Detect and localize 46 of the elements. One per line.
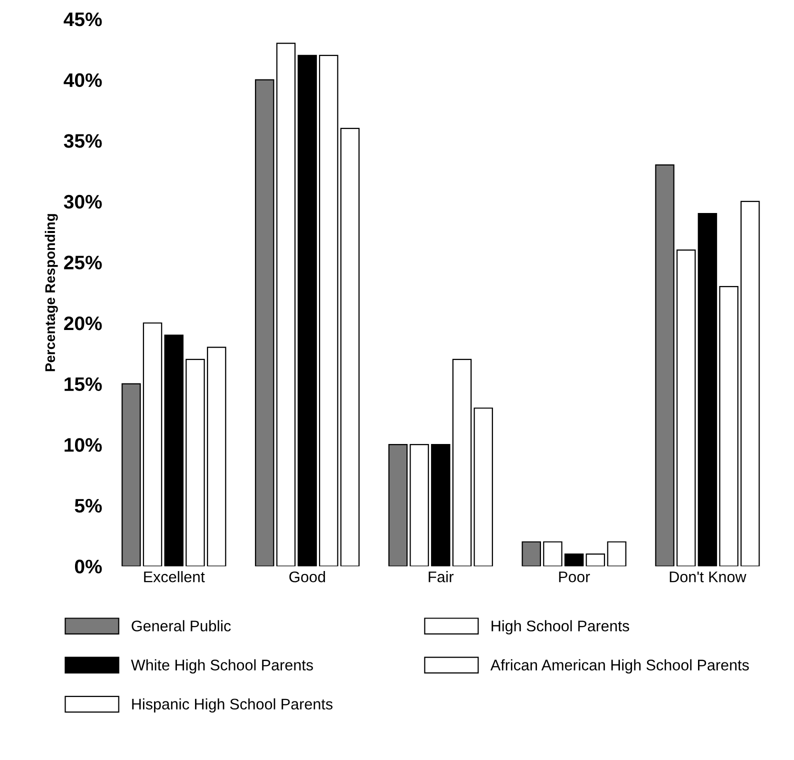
x-tick-label: Excellent [144,571,205,582]
legend-label: African American High School Parents [490,659,749,674]
bar [474,408,493,566]
bar [142,322,162,566]
y-tick-label: 45% [64,12,102,26]
bar [206,346,226,566]
bar [719,286,738,566]
y-tick-label: 35% [64,134,102,148]
bar [318,54,338,566]
legend-label: Hispanic High School Parents [132,698,332,713]
y-tick-label: 0% [74,560,102,574]
bar [410,444,429,566]
bar [543,541,562,566]
legend-label: General Public [132,620,231,632]
x-tick-label: Poor [559,572,590,582]
x-tick-label: Good [289,571,325,582]
x-tick-label: Fair [428,571,454,582]
bar [655,164,674,566]
bar [740,200,760,566]
bar [676,249,696,566]
y-tick-label: 30% [64,194,102,209]
y-tick-label: 15% [64,377,102,392]
bar [276,42,296,566]
legend-label: White High School Parents [131,659,313,674]
bar [164,334,184,566]
y-tick-label: 10% [64,438,102,452]
bar [564,553,584,566]
bar [298,54,317,566]
legend-label: High School Parents [492,620,630,634]
bar [186,358,205,566]
bar [522,541,541,566]
bar [452,358,472,566]
y-tick-label: 40% [64,73,102,88]
bar [254,79,274,566]
y-tick-label: 25% [64,256,102,270]
bar [698,213,718,566]
bar [340,128,360,566]
bar [122,383,141,566]
y-axis-title: Percentage Responding [44,214,58,372]
x-tick-label: Don't Know [670,572,746,582]
bar [607,541,626,566]
y-tick-label: 20% [64,316,102,330]
bar [586,553,606,566]
y-tick-label: 5% [74,498,102,513]
bar [388,444,408,566]
bar [431,444,450,566]
